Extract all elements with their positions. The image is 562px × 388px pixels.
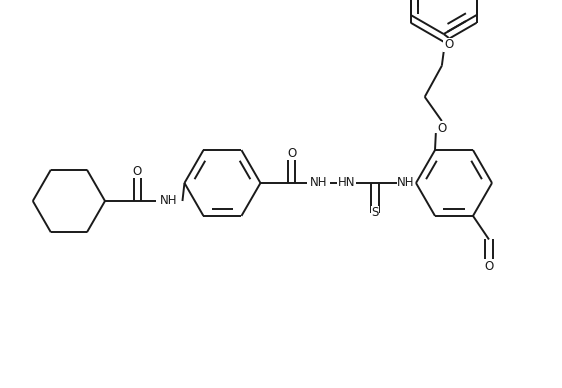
Text: S: S (371, 206, 379, 219)
Text: O: O (437, 121, 446, 135)
Text: NH: NH (160, 194, 177, 208)
Text: O: O (444, 38, 454, 51)
Text: O: O (287, 147, 296, 160)
Text: O: O (133, 165, 142, 178)
Text: O: O (484, 260, 493, 272)
Text: NH: NH (397, 177, 415, 189)
Text: NH: NH (310, 177, 328, 189)
Text: HN: HN (338, 177, 355, 189)
